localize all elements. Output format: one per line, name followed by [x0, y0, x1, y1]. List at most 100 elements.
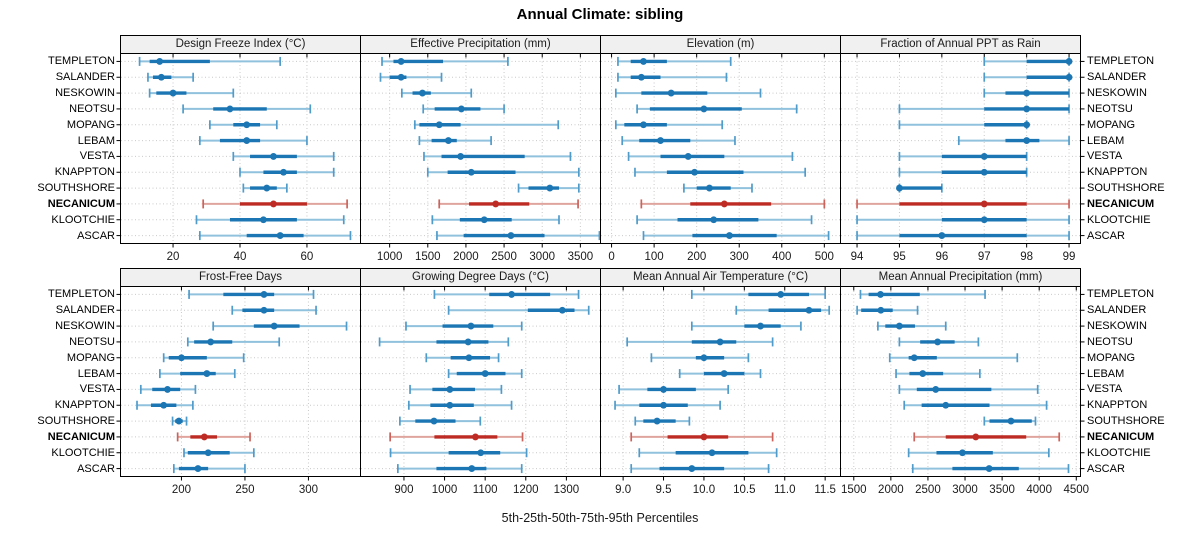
- station-label-right-klootchie: KLOOTCHIE: [1087, 213, 1151, 226]
- median-dot: [700, 354, 708, 362]
- median-dot: [640, 121, 647, 129]
- station-label-right-southshore: SOUTHSHORE: [1087, 415, 1165, 428]
- median-dot: [397, 73, 405, 81]
- percentile-row-salander: [147, 72, 194, 82]
- median-dot: [558, 306, 566, 314]
- percentile-row-necanicum: [438, 199, 579, 209]
- panel-header-mean-annual-precipitation-mm: Mean Annual Precipitation (mm): [840, 268, 1081, 286]
- percentile-row-ascar: [630, 464, 770, 474]
- median-dot: [260, 291, 268, 298]
- x-tick-label: 94: [851, 251, 864, 263]
- percentile-row-southshore: [983, 416, 1037, 426]
- station-label-left-ascar: ASCAR: [77, 462, 115, 475]
- median-dot: [472, 433, 479, 441]
- median-dot: [226, 105, 234, 113]
- median-dot: [720, 200, 728, 208]
- station-label-left-southshore: SOUTHSHORE: [37, 182, 115, 195]
- median-dot: [467, 168, 475, 176]
- median-dot: [207, 338, 215, 346]
- percentile-row-necanicum: [176, 432, 251, 442]
- station-label-right-vesta: VESTA: [1087, 383, 1123, 396]
- percentile-row-southshore: [683, 183, 753, 193]
- percentile-row-knappton: [903, 400, 1048, 410]
- percentile-row-salander: [447, 305, 590, 315]
- percentile-row-mopang: [650, 353, 750, 363]
- percentile-row-templeton: [617, 56, 732, 66]
- percentile-row-templeton: [983, 56, 1073, 66]
- percentile-row-klootchie: [636, 215, 813, 225]
- percentile-row-klootchie: [183, 448, 255, 458]
- station-label-right-ascar: ASCAR: [1087, 229, 1125, 242]
- station-label-right-lebam: LEBAM: [1087, 134, 1125, 147]
- panel-border: [360, 286, 601, 477]
- x-tick-label: 900: [394, 484, 413, 496]
- station-label-left-neskowin: NESKOWIN: [55, 320, 115, 333]
- median-dot: [280, 168, 287, 176]
- station-label-left-ascar: ASCAR: [77, 229, 115, 242]
- median-dot: [684, 153, 692, 160]
- percentile-row-mopang: [209, 120, 278, 130]
- median-dot: [653, 417, 661, 425]
- median-dot: [805, 306, 813, 314]
- x-tick-label: 300: [299, 484, 318, 496]
- percentile-row-lebam: [447, 369, 523, 379]
- median-dot: [157, 73, 165, 81]
- panel-header-mean-annual-air-temperature-c: Mean Annual Air Temperature (°C): [600, 268, 841, 286]
- panel-header-design-freeze-index-c: Design Freeze Index (°C): [120, 35, 361, 53]
- x-tick-label: 20: [167, 251, 180, 263]
- median-dot: [720, 370, 728, 377]
- percentile-row-neotsu: [898, 104, 1070, 114]
- panel-chart-frost-free-days: 200 250 300: [116, 286, 361, 496]
- percentile-row-lebam: [198, 136, 308, 146]
- panel-header-growing-degree-days-c: Growing Degree Days (°C): [360, 268, 601, 286]
- percentile-row-templeton: [859, 289, 986, 299]
- median-dot: [1023, 89, 1031, 97]
- station-label-right-templeton: TEMPLETON: [1087, 288, 1155, 301]
- median-dot: [708, 449, 716, 457]
- x-tick-label: 2500: [915, 484, 941, 496]
- panel-border: [840, 286, 1081, 477]
- percentile-row-neskowin: [877, 321, 947, 331]
- station-label-left-salander: SALANDER: [55, 304, 115, 317]
- median-dot: [419, 89, 426, 97]
- median-dot: [910, 354, 918, 362]
- panel-border: [120, 53, 361, 244]
- median-dot: [706, 184, 713, 192]
- station-label-left-lebam: LEBAM: [77, 367, 115, 380]
- median-dot: [959, 449, 966, 457]
- x-tick-label: 1100: [473, 484, 498, 496]
- median-dot: [260, 216, 267, 224]
- median-dot: [660, 401, 667, 409]
- x-tick-label: 500: [815, 251, 834, 263]
- median-dot: [160, 401, 168, 409]
- station-label-right-vesta: VESTA: [1087, 150, 1123, 163]
- station-label-right-neotsu: NEOTSU: [1087, 335, 1133, 348]
- panel-border: [120, 286, 361, 477]
- station-label-right-salander: SALANDER: [1087, 71, 1147, 84]
- percentile-row-klootchie: [431, 215, 560, 225]
- percentile-row-lebam: [621, 136, 736, 146]
- station-label-right-klootchie: KLOOTCHIE: [1087, 446, 1151, 459]
- percentile-row-vesta: [618, 384, 730, 394]
- percentile-row-southshore: [517, 183, 580, 193]
- percentile-row-neotsu: [378, 337, 510, 347]
- percentile-row-knappton: [614, 400, 721, 410]
- percentile-row-salander: [735, 305, 831, 315]
- median-dot: [919, 370, 927, 377]
- panel-chart-growing-degree-days-c: 900 1000 1100 1200 1300: [360, 286, 601, 496]
- x-tick-label: 60: [301, 251, 314, 263]
- median-dot: [178, 354, 185, 362]
- percentile-row-klootchie: [638, 448, 778, 458]
- median-dot: [430, 417, 438, 425]
- percentile-row-salander: [617, 72, 728, 82]
- x-tick-label: 1200: [513, 484, 539, 496]
- axis-caption: 5th-25th-50th-75th-95th Percentiles: [501, 511, 699, 525]
- station-label-left-neotsu: NEOTSU: [69, 102, 115, 115]
- percentile-row-templeton: [188, 289, 315, 299]
- median-dot: [204, 449, 212, 457]
- x-tick-label: 1300: [554, 484, 580, 496]
- percentile-row-southshore: [896, 183, 943, 193]
- percentile-row-neotsu: [422, 104, 505, 114]
- median-dot: [980, 153, 988, 160]
- x-tick-label: 2500: [491, 251, 517, 263]
